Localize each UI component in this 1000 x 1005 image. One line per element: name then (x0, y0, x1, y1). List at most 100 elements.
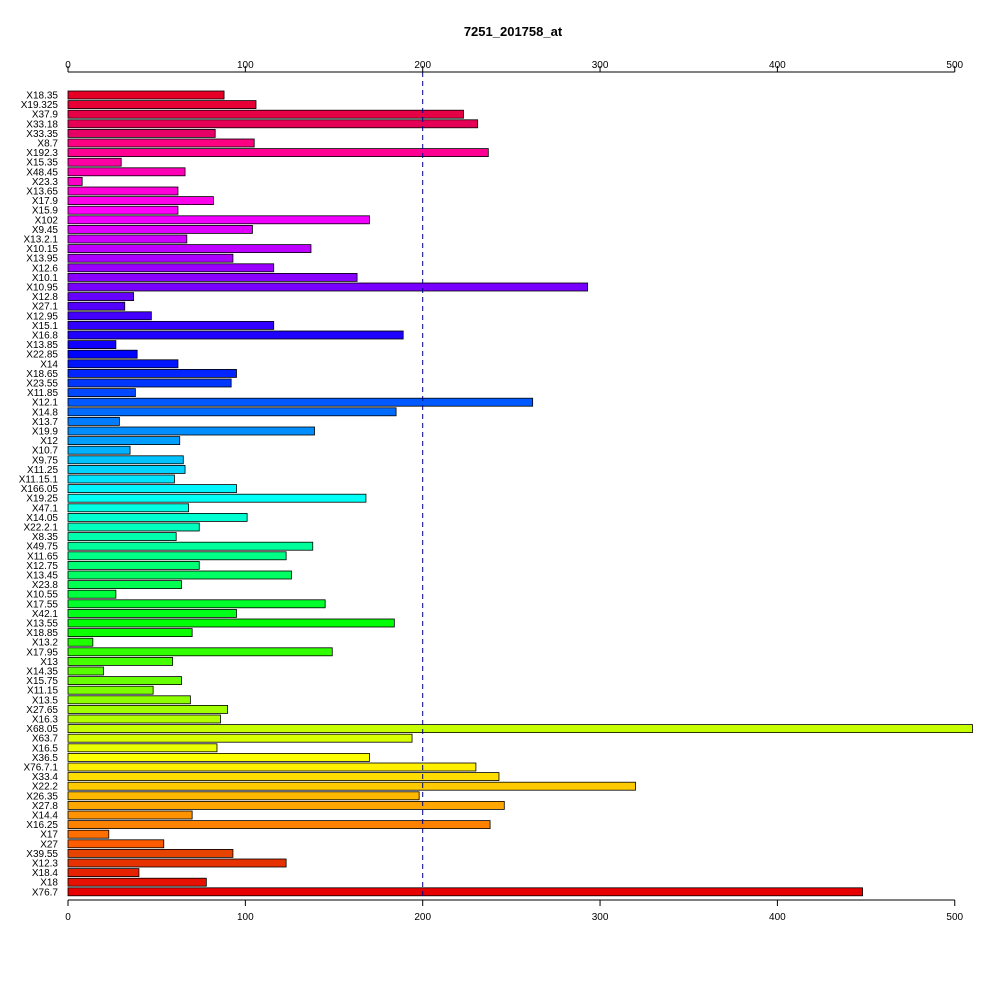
bar-X18 (67, 877, 207, 887)
bar-X22.2 (67, 781, 636, 791)
bar-X9.75 (67, 455, 184, 465)
category-label: X48.45 (26, 167, 58, 178)
bar-X10.55 (67, 589, 117, 599)
category-label: X11.15 (27, 686, 58, 697)
category-label: X19.9 (32, 427, 59, 438)
category-label: X63.7 (32, 734, 59, 745)
bar-X76.7.1 (67, 762, 477, 772)
category-label: X17 (40, 830, 58, 841)
bar-X12.75 (67, 561, 200, 570)
category-label: X33.18 (26, 119, 58, 130)
category-label: X37.9 (32, 110, 59, 121)
bar-X37.9 (67, 109, 464, 119)
category-label: X12.75 (26, 561, 58, 572)
category-label: X9.45 (32, 225, 59, 236)
bar-X33.18 (67, 119, 479, 129)
bar-X23.3 (67, 176, 83, 186)
bar-X102 (67, 215, 370, 225)
category-label: X27 (40, 839, 58, 850)
bar-X12.3 (67, 858, 287, 868)
category-label: X14.8 (32, 407, 59, 418)
category-label: X13.95 (26, 254, 58, 265)
bar-X166.05 (67, 484, 237, 494)
bar-X68.05 (67, 724, 973, 733)
category-label: X17.9 (32, 196, 59, 207)
bar-X47.1 (67, 503, 189, 513)
top-tick-label: 300 (592, 60, 609, 71)
category-label: X18.4 (32, 868, 59, 879)
bar-X49.75 (67, 541, 314, 551)
bar-X8.7 (67, 138, 255, 148)
category-label: X14.05 (26, 513, 58, 524)
category-label: X12.6 (32, 263, 59, 274)
category-label: X12.3 (32, 859, 59, 870)
category-label: X13.7 (32, 417, 59, 428)
bar-X18.4 (67, 868, 140, 877)
bar-X13.55 (67, 618, 395, 628)
category-label: X13.45 (26, 571, 58, 582)
bar-X10.1 (67, 272, 358, 282)
category-label: X13 (40, 657, 58, 668)
category-label: X39.55 (26, 849, 58, 860)
category-label: X27.65 (26, 705, 58, 716)
bar-X19.25 (67, 493, 367, 503)
bar-X36.5 (67, 753, 370, 762)
bar-X76.7 (67, 887, 863, 897)
bar-X23.8 (67, 580, 182, 589)
bar-X16.8 (67, 330, 404, 340)
category-label: X8.35 (32, 532, 59, 543)
category-label: X11.65 (27, 551, 58, 562)
bar-X12.6 (67, 263, 275, 273)
bar-X27.8 (67, 801, 505, 810)
bar-X19.325 (67, 100, 257, 109)
category-label: X23.8 (32, 580, 59, 591)
bar-X15.35 (67, 157, 122, 167)
category-label: X27.1 (32, 302, 59, 313)
category-label: X13.2 (32, 638, 59, 649)
category-label: X22.2.1 (24, 523, 59, 534)
top-tick-label: 100 (237, 60, 254, 71)
category-label: X23.55 (26, 379, 58, 390)
bar-X63.7 (67, 733, 413, 743)
chart-title: 7251_201758_at (464, 24, 563, 39)
bar-X12.1 (67, 397, 534, 407)
bar-X17.95 (67, 647, 333, 657)
bar-X13.5 (67, 695, 191, 705)
bar-X192.3 (67, 148, 489, 158)
bar-X16.3 (67, 714, 221, 724)
bar-X13.85 (67, 340, 117, 350)
category-label: X18.85 (26, 628, 58, 639)
category-label: X166.05 (21, 484, 59, 495)
category-label: X33.35 (26, 129, 58, 140)
category-label: X16.5 (32, 743, 59, 754)
category-label: X17.55 (26, 599, 58, 610)
category-label: X22.2 (32, 782, 59, 793)
category-label: X17.95 (26, 647, 58, 658)
bar-X19.9 (67, 426, 315, 436)
bar-X9.45 (67, 224, 253, 234)
category-label: X23.3 (32, 177, 59, 188)
category-label: X42.1 (32, 609, 59, 620)
bar-X13.2.1 (67, 234, 188, 244)
category-label: X10.15 (26, 244, 58, 255)
bar-X18.85 (67, 628, 193, 637)
category-label: X13.2.1 (24, 235, 59, 246)
category-label: X76.7 (32, 887, 59, 898)
category-label: X12 (40, 436, 58, 447)
category-label: X19.25 (26, 494, 58, 505)
bar-X33.35 (67, 128, 216, 138)
category-label: X16.8 (32, 331, 59, 342)
category-label: X68.05 (26, 724, 58, 735)
category-label: X12.1 (32, 398, 59, 409)
category-label: X18.65 (26, 369, 58, 380)
bar-X39.55 (67, 849, 234, 858)
category-label: X10.95 (26, 283, 58, 294)
category-label: X12.95 (26, 311, 58, 322)
bar-X13 (67, 657, 174, 666)
bar-X16.5 (67, 743, 218, 753)
bar-X18.65 (67, 368, 237, 378)
bar-X14.4 (67, 810, 193, 820)
bar-X11.65 (67, 551, 287, 561)
bar-X11.85 (67, 388, 136, 398)
